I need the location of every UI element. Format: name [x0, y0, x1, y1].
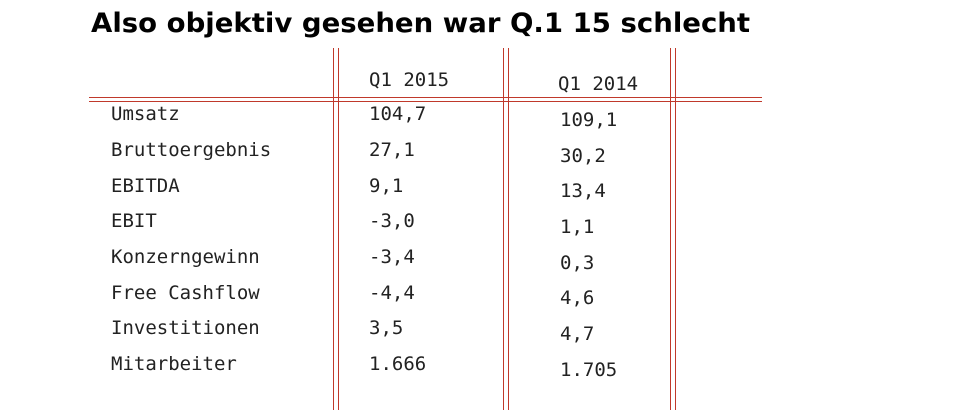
cell-q1-2014: 4,6	[560, 287, 595, 309]
header-rule-top	[89, 97, 762, 98]
column-divider-3a	[670, 48, 671, 410]
column-header-q1-2014: Q1 2014	[558, 73, 639, 95]
column-divider-2b	[508, 48, 509, 410]
cell-q1-2015: 1.666	[369, 353, 427, 375]
row-label: Konzerngewinn	[111, 246, 260, 268]
cell-q1-2015: 9,1	[369, 175, 404, 197]
row-label: EBITDA	[111, 175, 180, 197]
column-header-q1-2015: Q1 2015	[369, 69, 450, 91]
row-label: Bruttoergebnis	[111, 139, 272, 161]
cell-q1-2014: 109,1	[560, 109, 618, 131]
cell-q1-2014: 1,1	[560, 216, 595, 238]
cell-q1-2014: 30,2	[560, 145, 606, 167]
cell-q1-2014: 0,3	[560, 252, 595, 274]
cell-q1-2014: 4,7	[560, 323, 595, 345]
cell-q1-2015: 27,1	[369, 139, 415, 161]
cell-q1-2014: 1.705	[560, 359, 618, 381]
cell-q1-2015: -4,4	[369, 282, 415, 304]
row-label: Mitarbeiter	[111, 353, 237, 375]
cell-q1-2015: 3,5	[369, 317, 404, 339]
cell-q1-2015: 104,7	[369, 103, 427, 125]
header-rule-bottom	[89, 101, 762, 102]
row-label: Free Cashflow	[111, 282, 260, 304]
row-label: Umsatz	[111, 103, 180, 125]
row-label: Investitionen	[111, 317, 260, 339]
column-divider-3b	[675, 48, 676, 410]
cell-q1-2015: -3,0	[369, 210, 415, 232]
cell-q1-2014: 13,4	[560, 180, 606, 202]
column-divider-2a	[503, 48, 504, 410]
column-divider-1b	[338, 48, 339, 410]
page-title: Also objektiv gesehen war Q.1 15 schlech…	[91, 8, 751, 39]
row-label: EBIT	[111, 210, 157, 232]
cell-q1-2015: -3,4	[369, 246, 415, 268]
column-divider-1a	[333, 48, 334, 410]
